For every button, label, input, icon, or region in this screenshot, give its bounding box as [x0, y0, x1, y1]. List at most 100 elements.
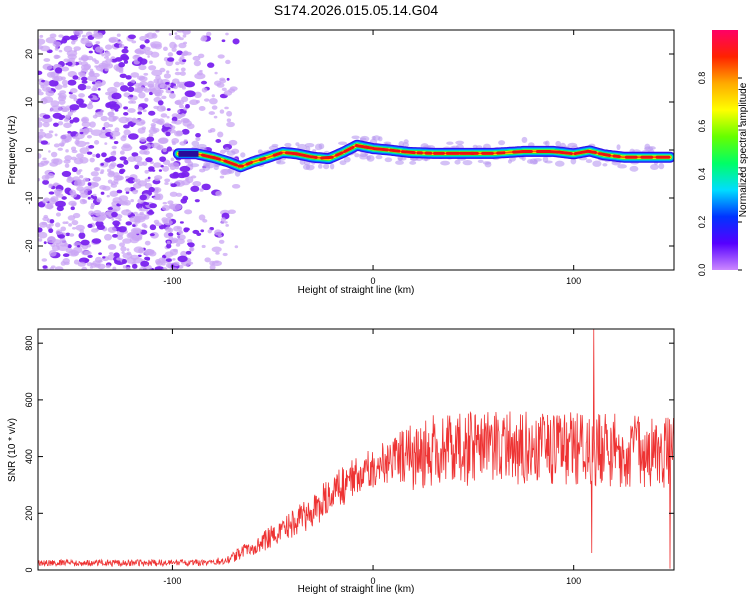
- noise-speckle: [176, 130, 183, 135]
- track-halo-speckle: [372, 136, 376, 140]
- noise-speckle: [69, 58, 75, 62]
- noise-speckle: [179, 56, 184, 60]
- noise-speckle: [127, 248, 130, 251]
- noise-speckle: [170, 204, 182, 211]
- noise-speckle: [97, 264, 105, 270]
- track-halo-speckle: [650, 164, 659, 170]
- noise-speckle: [51, 265, 56, 268]
- noise-speckle: [71, 147, 76, 152]
- noise-speckle: [152, 33, 156, 37]
- noise-speckle: [209, 261, 215, 266]
- noise-speckle: [159, 156, 166, 162]
- noise-speckle: [224, 107, 229, 110]
- noise-speckle: [49, 250, 57, 257]
- noise-speckle: [87, 104, 94, 110]
- track-core: [402, 152, 414, 153]
- noise-speckle: [171, 158, 175, 162]
- noise-speckle: [108, 124, 113, 127]
- noise-speckle: [180, 221, 184, 223]
- noise-speckle: [92, 176, 101, 181]
- noise-speckle: [160, 107, 165, 110]
- noise-speckle: [139, 150, 147, 155]
- track-core: [376, 149, 388, 150]
- noise-speckle: [42, 157, 46, 160]
- noise-speckle: [58, 148, 63, 151]
- noise-speckle: [171, 238, 178, 243]
- colorbar-strip: [712, 30, 738, 270]
- noise-speckle: [149, 203, 157, 208]
- noise-speckle: [166, 70, 169, 73]
- noise-speckle: [111, 212, 118, 218]
- noise-speckle: [58, 116, 63, 120]
- noise-speckle: [62, 171, 71, 177]
- noise-speckle: [43, 58, 50, 62]
- noise-speckle: [175, 72, 181, 75]
- noise-speckle: [143, 73, 148, 76]
- x-tick-label: 100: [566, 576, 581, 586]
- noise-speckle: [178, 234, 186, 240]
- noise-speckle: [172, 258, 175, 261]
- colorbar-tick-label: 0.4: [697, 168, 707, 181]
- noise-speckle: [159, 68, 165, 72]
- noise-speckle: [119, 242, 125, 246]
- noise-speckle: [95, 41, 100, 44]
- noise-speckle: [166, 258, 172, 262]
- noise-speckle: [92, 238, 102, 244]
- noise-speckle: [151, 143, 160, 149]
- noise-speckle: [141, 126, 146, 130]
- noise-speckle: [212, 94, 215, 97]
- noise-speckle: [57, 245, 68, 251]
- noise-speckle: [194, 60, 201, 66]
- noise-speckle: [104, 68, 108, 71]
- track-core: [614, 156, 619, 157]
- noise-speckle: [79, 189, 88, 194]
- noise-speckle: [93, 73, 100, 77]
- track-halo-speckle: [463, 160, 473, 165]
- noise-speckle: [72, 75, 78, 80]
- track-core: [390, 150, 399, 151]
- noise-speckle: [54, 189, 63, 194]
- noise-speckle: [98, 88, 101, 91]
- noise-speckle: [102, 127, 105, 130]
- noise-speckle: [43, 64, 53, 70]
- noise-speckle: [143, 47, 150, 51]
- noise-speckle: [235, 245, 239, 248]
- noise-speckle: [105, 44, 112, 50]
- noise-speckle: [85, 142, 89, 145]
- noise-speckle: [135, 238, 139, 241]
- noise-speckle: [126, 221, 132, 225]
- figure-title: S174.2026.015.05.14.G04: [274, 2, 438, 18]
- noise-speckle: [101, 152, 107, 157]
- noise-speckle: [118, 226, 127, 232]
- spectrogram-xlabel: Height of straight line (km): [298, 285, 415, 296]
- noise-speckle: [85, 41, 92, 47]
- noise-speckle: [40, 45, 50, 51]
- noise-speckle: [226, 122, 235, 127]
- x-tick-label: -100: [163, 276, 181, 286]
- noise-speckle: [78, 262, 86, 267]
- noise-speckle: [216, 82, 224, 87]
- noise-speckle: [48, 150, 51, 152]
- noise-speckle: [161, 113, 168, 117]
- noise-speckle: [119, 170, 124, 174]
- track-halo-speckle: [227, 150, 236, 155]
- track-core: [322, 157, 332, 158]
- noise-speckle: [195, 133, 201, 137]
- noise-speckle: [171, 162, 180, 167]
- track-halo-speckle: [360, 138, 366, 141]
- noise-speckle: [100, 110, 104, 113]
- noise-speckle: [52, 76, 60, 81]
- noise-speckle: [87, 224, 92, 228]
- track-halo-speckle: [483, 161, 491, 165]
- snr-xlabel: Height of straight line (km): [298, 584, 415, 595]
- track-halo-speckle: [258, 149, 263, 154]
- track-halo-speckle: [395, 160, 404, 164]
- noise-speckle: [49, 223, 54, 227]
- noise-speckle: [223, 253, 228, 256]
- noise-speckle: [199, 106, 206, 111]
- noise-speckle: [113, 82, 120, 88]
- track-halo-speckle: [630, 166, 639, 172]
- noise-speckle: [90, 158, 95, 163]
- y-tick-label: -20: [24, 239, 34, 252]
- track-halo-speckle: [446, 141, 453, 144]
